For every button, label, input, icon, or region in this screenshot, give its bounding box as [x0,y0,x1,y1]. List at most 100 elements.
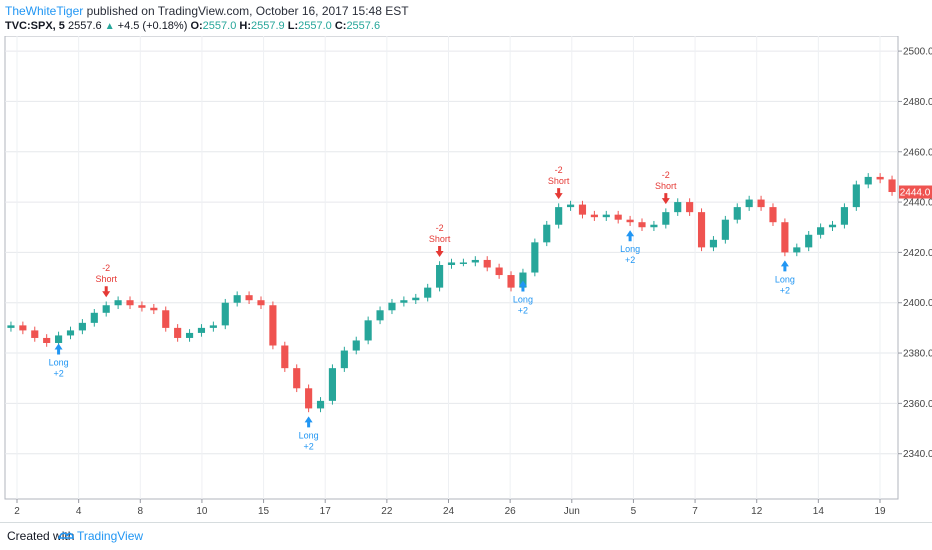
candle-body [114,300,122,306]
created-with-text: Created with [7,529,75,543]
candle-body [126,300,134,306]
x-tick-label: 7 [692,506,698,517]
candle-body [709,239,718,248]
y-tick-label: 2380.0 [903,349,932,360]
candle-body [578,204,587,215]
y-tick-label: 2420.0 [903,248,932,259]
candle-body [769,207,777,223]
long-arrow-icon [780,260,789,272]
symbol-name[interactable]: TVC:SPX, 5 [5,20,65,32]
candle-body [459,262,467,264]
candle-body [66,330,75,336]
long-signal-label: Long [513,295,533,305]
x-tick-label: 19 [874,506,886,517]
candle-body [471,259,479,263]
last-price: 2557.6 [67,20,102,32]
candle-body [590,214,598,218]
candle-body [686,202,694,213]
candle-body [495,267,503,276]
x-tick-label: 14 [813,506,825,517]
candle-body [447,262,456,265]
candle-body [31,330,39,338]
short-arrow-icon [554,188,563,200]
long-signal-label: Long [49,357,69,367]
candle-body [674,202,682,213]
x-tick-label: 26 [505,506,517,517]
tradingview-logo-icon[interactable] [57,529,74,547]
tradingview-brand-link[interactable]: TradingView [77,529,144,543]
candle-body [424,287,432,298]
time-axis[interactable]: 2 4 8 10 15 17 22 24 26 Jun 5 7 12 14 19 [14,499,886,517]
candle-body [197,327,206,333]
candle-body [281,345,289,369]
candle-body [138,305,146,308]
footer-divider [0,522,932,523]
candle-body [507,275,515,288]
candle-body [293,368,301,389]
candle-body [864,176,872,185]
candle-body [412,297,420,301]
long-signal-qty: +2 [780,285,790,295]
footer: Created with TradingView [0,522,932,550]
price-tag-box [899,185,932,199]
x-tick-label: 5 [631,506,637,517]
x-tick-label: 8 [138,506,144,517]
candle-body [781,222,789,253]
long-signal-qty: +2 [53,368,63,378]
long-signal-qty: +2 [303,441,313,451]
y-tick-label: 2480.0 [903,97,932,108]
close-value: 2557.6 [346,20,381,32]
candle-body [757,199,765,208]
grid-lines [5,36,898,499]
price-axis[interactable]: 2340.0 2360.0 2380.0 2400.0 2420.0 2440.0 2460… [898,47,932,461]
candle-body [78,322,86,331]
short-signal-qty: -2 [102,263,110,273]
price-chart[interactable]: Long+2Short-2Long+2Short-2Long+2Short-2L… [0,36,932,522]
author-link[interactable]: TheWhiteTiger [5,4,84,18]
candle-body [388,302,396,311]
short-arrow-icon [102,286,111,298]
short-signal-qty: -2 [555,165,563,175]
last-price-tag: 2444.0 [899,185,932,199]
candle-body [721,219,729,240]
candle-body [876,176,884,180]
candle-body [626,219,634,223]
x-tick-label: 4 [76,506,82,517]
candle-body [531,242,539,273]
long-signal-qty: +2 [518,306,528,316]
candle-body [555,207,563,225]
short-arrow-icon [435,245,444,257]
y-tick-label: 2360.0 [903,399,932,410]
candle-body [221,302,229,326]
candle-body [602,214,610,218]
x-tick-label: 22 [381,506,393,517]
x-tick-label: 12 [751,506,763,517]
candle-body [400,300,408,303]
y-tick-label: 2400.0 [903,298,932,309]
candle-body [697,212,706,248]
candle-body [543,224,551,243]
up-arrow-icon: ▲ [104,21,115,32]
candle-body [162,310,170,328]
candles [7,173,896,413]
trade-signals: Long+2Short-2Long+2Short-2Long+2Short-2L… [49,165,795,451]
candle-body [852,184,860,208]
short-signal-qty: -2 [662,170,670,180]
candle-body [316,400,325,409]
long-arrow-icon [518,280,527,292]
candle-body [185,332,194,338]
candle-body [662,212,670,225]
long-signal-qty: +2 [625,255,635,265]
x-tick-label: 15 [258,506,270,517]
x-tick-label: 2 [14,506,20,517]
short-signal-label: Short [655,181,677,191]
long-signal-label: Long [775,274,795,284]
candle-body [150,307,158,311]
x-tick-label: 10 [196,506,208,517]
candle-body [102,305,110,313]
long-arrow-icon [626,230,635,242]
short-arrow-icon [661,193,670,205]
x-tick-label: 17 [320,506,332,517]
y-tick-label: 2500.0 [903,47,932,58]
candle-body [257,300,265,306]
